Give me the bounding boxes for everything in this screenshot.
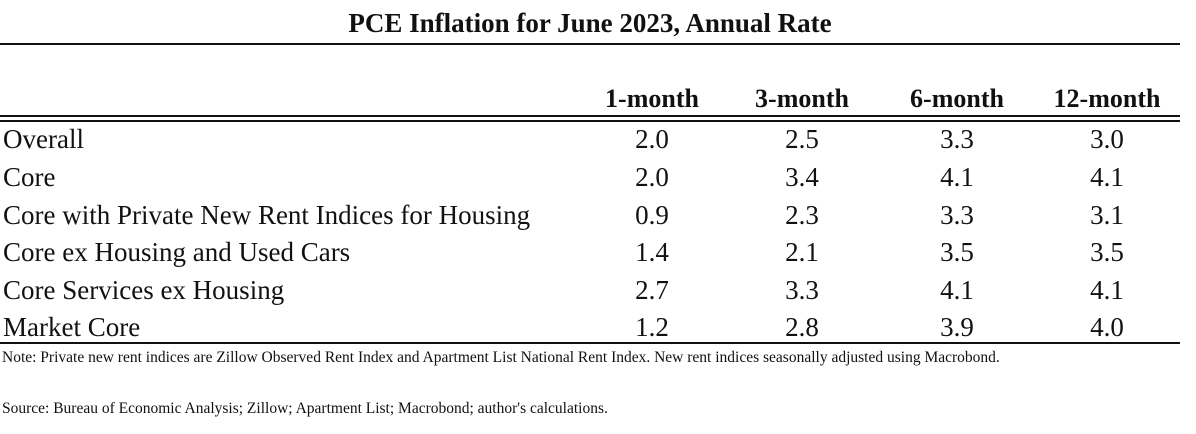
cell-12-month: 4.0	[1090, 312, 1124, 342]
cell-12-month: 4.1	[1090, 275, 1124, 305]
cell-12-month: 3.1	[1090, 200, 1124, 230]
header-rule-upper	[0, 115, 1180, 117]
table-source: Source: Bureau of Economic Analysis; Zil…	[2, 400, 608, 417]
table-row-core-services-ex-housing: Core Services ex Housing 2.7 3.3 4.1 4.1	[0, 273, 1180, 311]
header-rule-lower	[0, 120, 1180, 122]
cell-1-month: 0.9	[635, 200, 669, 230]
cell-6-month: 3.5	[940, 237, 974, 267]
column-header-1-month: 1-month	[605, 84, 699, 113]
column-header-12-month: 12-month	[1053, 84, 1161, 113]
table-note: Note: Private new rent indices are Zillo…	[2, 349, 1000, 366]
cell-6-month: 3.3	[940, 124, 974, 154]
table-row-market-core: Market Core 1.2 2.8 3.9 4.0	[0, 310, 1180, 348]
cell-6-month: 4.1	[940, 162, 974, 192]
cell-1-month: 1.2	[635, 312, 669, 342]
cell-3-month: 2.3	[785, 200, 819, 230]
table-row-core-private-rent: Core with Private New Rent Indices for H…	[0, 198, 1180, 236]
cell-12-month: 4.1	[1090, 162, 1124, 192]
cell-12-month: 3.5	[1090, 237, 1124, 267]
cell-1-month: 2.0	[635, 162, 669, 192]
cell-3-month: 2.1	[785, 237, 819, 267]
row-label: Core	[3, 162, 56, 192]
top-rule	[0, 43, 1180, 45]
row-label: Core Services ex Housing	[3, 275, 285, 305]
cell-1-month: 2.7	[635, 275, 669, 305]
table-title: PCE Inflation for June 2023, Annual Rate	[348, 8, 832, 38]
cell-3-month: 2.8	[785, 312, 819, 342]
cell-1-month: 1.4	[635, 237, 669, 267]
table-row-core: Core 2.0 3.4 4.1 4.1	[0, 160, 1180, 198]
cell-12-month: 3.0	[1090, 124, 1124, 154]
table-row-overall: Overall 2.0 2.5 3.3 3.0	[0, 122, 1180, 160]
cell-6-month: 3.3	[940, 200, 974, 230]
row-label: Overall	[3, 124, 84, 154]
cell-6-month: 3.9	[940, 312, 974, 342]
cell-6-month: 4.1	[940, 275, 974, 305]
cell-3-month: 2.5	[785, 124, 819, 154]
column-header-3-month: 3-month	[755, 84, 849, 113]
cell-3-month: 3.4	[785, 162, 819, 192]
cell-3-month: 3.3	[785, 275, 819, 305]
row-label: Core ex Housing and Used Cars	[3, 237, 351, 267]
row-label: Market Core	[3, 312, 141, 342]
column-header-6-month: 6-month	[910, 84, 1004, 113]
bottom-rule	[0, 342, 1180, 344]
cell-1-month: 2.0	[635, 124, 669, 154]
table-row-core-ex-housing-used-cars: Core ex Housing and Used Cars 1.4 2.1 3.…	[0, 235, 1180, 273]
row-label: Core with Private New Rent Indices for H…	[3, 200, 531, 230]
